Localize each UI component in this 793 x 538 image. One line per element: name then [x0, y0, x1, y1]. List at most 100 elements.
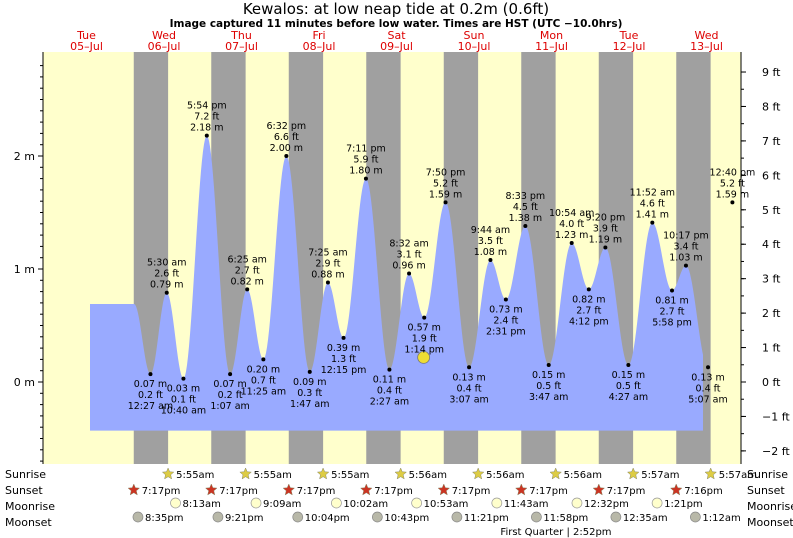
sunset-time: 7:16pm: [684, 486, 723, 497]
sunrise-row-label-right: Sunrise: [747, 468, 788, 481]
moonset-time: 9:21pm: [225, 513, 264, 524]
right-tick-label: 1 ft: [762, 342, 781, 355]
tide-label-time: 9:20 pm: [586, 213, 626, 224]
day-date: 08–Jul: [303, 40, 336, 53]
sunset-icon: [359, 483, 373, 496]
tide-label-ft: 6.6 ft: [274, 132, 299, 143]
tide-label-m: 0.15 m: [612, 370, 645, 381]
moonset-icon: [451, 511, 463, 523]
tide-label-m: 0.81 m: [655, 295, 688, 306]
tide-point: [422, 315, 427, 320]
tide-water-area: [90, 135, 703, 431]
sunset-time: 7:17pm: [142, 486, 181, 497]
tide-label-ft: 0.5 ft: [536, 381, 561, 392]
tide-label-time: 10:17 pm: [663, 231, 709, 242]
tide-label-m: 0.82 m: [572, 294, 605, 305]
tide-label-time: 6:25 am: [228, 254, 267, 265]
tide-label-time: 5:30 am: [147, 258, 186, 269]
astronomy-rows: Sunrise Sunrise Sunset Sunset Moonrise Moonri…: [5, 467, 793, 538]
moonrise-row-label-right: Moonrise: [747, 500, 793, 513]
tide-label-m: 1.59 m: [429, 189, 462, 200]
moonrise-icon: [491, 497, 503, 509]
sunrise-time: 5:55am: [176, 470, 214, 481]
tide-point: [387, 367, 392, 372]
day-date: 11–Jul: [535, 40, 568, 53]
sunset-icon: [592, 483, 606, 496]
moonrise-icon: [250, 497, 262, 509]
tide-point: [503, 297, 508, 302]
tide-label-time: 5:58 pm: [652, 317, 692, 328]
moonset-time: 10:04pm: [305, 513, 350, 524]
sunset-icon: [669, 483, 683, 496]
sunrise-icon: [239, 467, 252, 480]
tide-label-ft: 0.4 ft: [377, 386, 402, 397]
tide-label-m: 0.79 m: [150, 280, 183, 291]
tide-label-m: 1.23 m: [555, 230, 588, 241]
tide-label-m: 0.11 m: [373, 375, 406, 386]
right-tick-label: 8 ft: [762, 100, 781, 113]
day-labels: Tue05–JulWed06–JulThu07–JulFri08–JulSat0…: [70, 29, 723, 53]
tide-point: [730, 200, 735, 205]
moonrise-icon: [411, 497, 422, 509]
tide-label-m: 1.03 m: [669, 253, 702, 264]
moonset-row-label-left: Moonset: [5, 516, 52, 529]
tide-point: [603, 245, 608, 250]
moonrise-icon: [331, 497, 342, 509]
sunrise-icon: [471, 467, 485, 480]
sunset-time: 7:17pm: [529, 486, 568, 497]
axes: 2 m 1 m 0 m 9 ft 8 ft 7 ft 6 ft 5 ft 4 ft 3 ft 2 f…: [14, 52, 790, 464]
tide-label-ft: 5.9 ft: [353, 155, 378, 166]
tide-label-ft: 2.7 ft: [576, 305, 601, 316]
tide-label-time: 12:15 pm: [321, 365, 367, 376]
tide-point: [670, 288, 675, 293]
tide-point: [467, 365, 472, 370]
tide-label-m: 0.39 m: [327, 343, 360, 354]
moonset-time: 11:21pm: [464, 513, 509, 524]
tide-extreme-points: [148, 133, 735, 381]
tide-label-ft: 7.2 ft: [194, 112, 219, 123]
moonrise-icon: [651, 497, 663, 509]
tide-point: [204, 133, 209, 138]
sunrise-time: 5:55am: [254, 470, 292, 481]
tide-label-m: 0.13 m: [691, 372, 724, 383]
moonrise-time: 11:43am: [504, 499, 549, 510]
day-name: Fri: [312, 29, 325, 42]
tide-label-ft: 1.9 ft: [412, 334, 437, 345]
tide-point: [488, 257, 493, 262]
tide-label-m: 0.07 m: [134, 379, 167, 390]
moonrise-time: 1:21pm: [664, 499, 703, 510]
tide-label-m: 0.15 m: [532, 370, 565, 381]
tide-label-ft: 5.2 ft: [720, 178, 745, 189]
sunrise-time: 5:57am: [719, 470, 757, 481]
right-tick-label: 3 ft: [762, 273, 781, 286]
sunset-row-label-left: Sunset: [5, 484, 43, 497]
tide-label-ft: 3.9 ft: [593, 224, 618, 235]
tide-label-ft: 2.9 ft: [315, 259, 340, 270]
sunset-time: 7:17pm: [452, 486, 491, 497]
tide-label-m: 0.82 m: [231, 276, 264, 287]
tide-label-time: 5:54 pm: [187, 101, 227, 112]
right-tick-label: 7 ft: [762, 135, 781, 148]
tide-label-ft: 2.4 ft: [493, 316, 518, 327]
sunset-icon: [437, 483, 451, 496]
tide-label-ft: 0.5 ft: [616, 381, 641, 392]
tide-label-time: 7:50 pm: [426, 167, 466, 178]
tide-label-ft: 0.4 ft: [457, 383, 482, 394]
tide-label-m: 0.57 m: [408, 323, 441, 334]
sunrise-icon: [161, 467, 175, 480]
tide-label-ft: 4.5 ft: [513, 202, 538, 213]
tide-label-time: 7:25 am: [308, 248, 347, 259]
day-date: 05–Jul: [70, 40, 103, 53]
tide-label-time: 5:07 am: [688, 394, 727, 405]
tide-point: [245, 287, 250, 292]
left-tick-label: 1 m: [14, 263, 35, 276]
tide-point: [325, 280, 330, 285]
tide-label-time: 3:47 am: [529, 392, 568, 403]
moonset-time: 1:12am: [702, 513, 740, 524]
tide-label-m: 1.41 m: [636, 210, 669, 221]
tide-label-ft: 2.7 ft: [235, 265, 260, 276]
tide-label-ft: 0.1 ft: [171, 395, 196, 406]
moonrise-time: 10:53am: [424, 499, 469, 510]
